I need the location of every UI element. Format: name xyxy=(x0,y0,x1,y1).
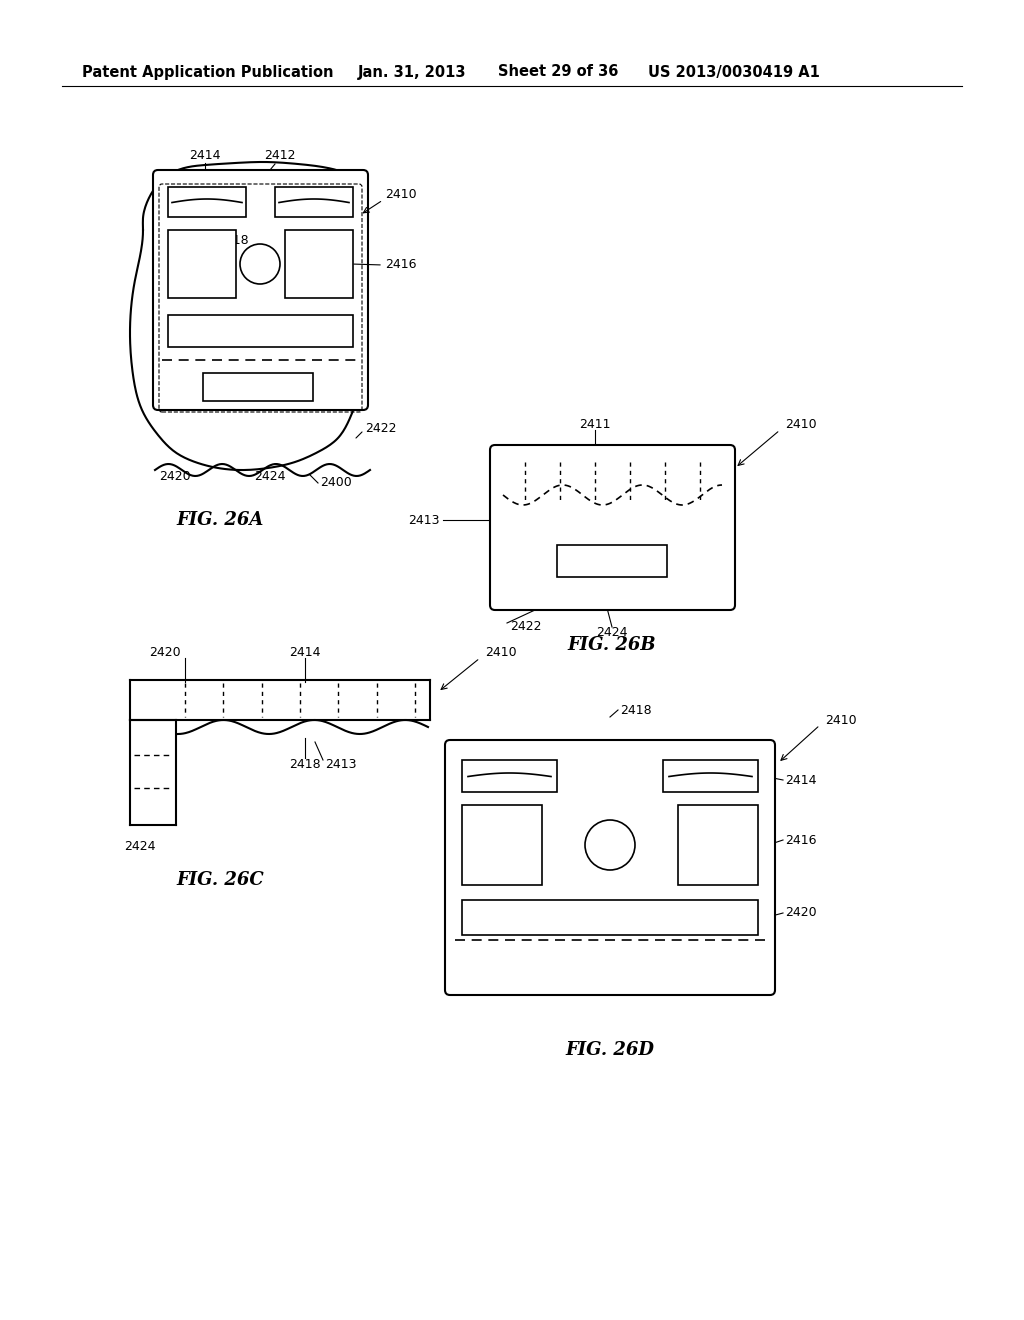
Text: FIG. 26D: FIG. 26D xyxy=(565,1041,654,1059)
Text: 2418: 2418 xyxy=(217,234,249,247)
Text: 2411: 2411 xyxy=(580,418,610,432)
Bar xyxy=(663,760,758,792)
Text: 2416: 2416 xyxy=(385,259,417,272)
Text: 2424: 2424 xyxy=(254,470,286,483)
Bar xyxy=(285,230,353,298)
Text: 2424: 2424 xyxy=(596,627,628,639)
Bar xyxy=(462,805,542,884)
Bar xyxy=(678,805,758,884)
Bar xyxy=(462,760,557,792)
Text: FIG. 26A: FIG. 26A xyxy=(176,511,264,529)
Bar xyxy=(168,187,246,216)
Text: 2416: 2416 xyxy=(785,833,816,846)
Text: 2420: 2420 xyxy=(150,645,181,659)
Bar xyxy=(203,374,313,401)
Bar xyxy=(557,545,667,577)
Text: 2414: 2414 xyxy=(189,149,221,162)
Text: FIG. 26B: FIG. 26B xyxy=(567,636,656,653)
Text: US 2013/0030419 A1: US 2013/0030419 A1 xyxy=(648,65,820,79)
Text: 2420: 2420 xyxy=(159,470,190,483)
Text: FIG. 26C: FIG. 26C xyxy=(176,871,264,888)
FancyBboxPatch shape xyxy=(153,170,368,411)
Circle shape xyxy=(585,820,635,870)
Text: 2410: 2410 xyxy=(485,645,517,659)
Circle shape xyxy=(240,244,280,284)
Text: 2410: 2410 xyxy=(785,418,816,432)
Text: 2413: 2413 xyxy=(409,513,440,527)
Text: 2422: 2422 xyxy=(510,620,542,634)
Text: Patent Application Publication: Patent Application Publication xyxy=(82,65,334,79)
Text: 2410: 2410 xyxy=(825,714,857,726)
Text: 2424: 2424 xyxy=(124,841,156,854)
Text: 2412: 2412 xyxy=(264,149,296,162)
FancyBboxPatch shape xyxy=(445,741,775,995)
Text: 2422: 2422 xyxy=(365,421,396,434)
Bar xyxy=(275,187,353,216)
Text: Jan. 31, 2013: Jan. 31, 2013 xyxy=(358,65,467,79)
Bar xyxy=(168,230,236,298)
Text: 2414: 2414 xyxy=(785,774,816,787)
Bar xyxy=(462,900,758,935)
Text: 2418: 2418 xyxy=(289,759,321,771)
Text: 2418: 2418 xyxy=(620,704,651,717)
Text: 2414: 2414 xyxy=(289,645,321,659)
Text: 2413: 2413 xyxy=(325,759,356,771)
Text: Sheet 29 of 36: Sheet 29 of 36 xyxy=(498,65,618,79)
Text: 2400: 2400 xyxy=(319,477,352,490)
Bar xyxy=(168,315,353,347)
FancyBboxPatch shape xyxy=(490,445,735,610)
Text: 2420: 2420 xyxy=(785,907,816,920)
Text: 2410: 2410 xyxy=(385,189,417,202)
